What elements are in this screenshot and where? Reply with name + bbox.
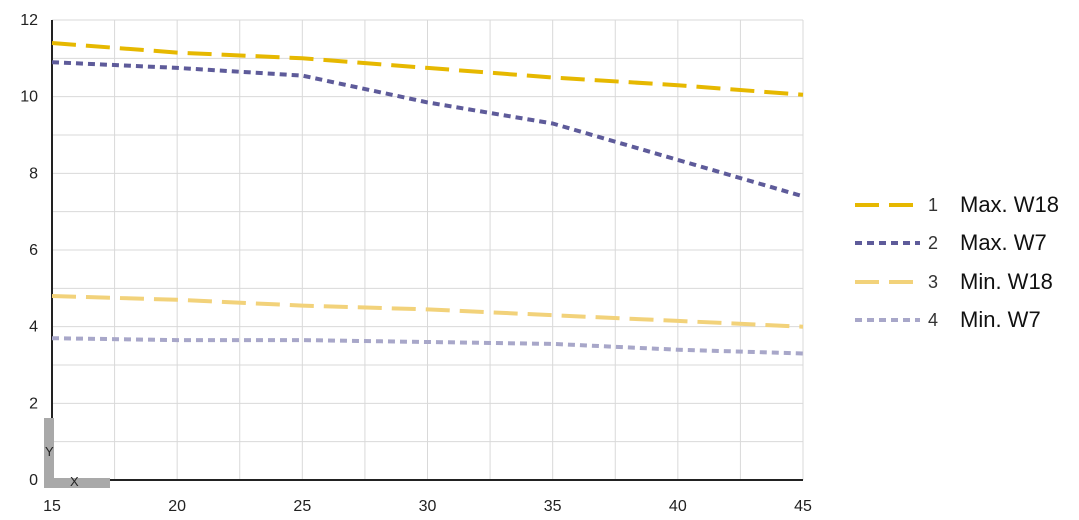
series-line-4: [51, 336, 804, 356]
x-tick-label: 40: [669, 498, 687, 515]
x-tick-label: 30: [419, 498, 437, 515]
y-tick-label: 8: [29, 165, 38, 182]
series-line-1: [51, 41, 804, 97]
legend-key-3: 3: [928, 272, 938, 292]
series-line-2: [51, 60, 804, 199]
series-line-3: [51, 294, 804, 329]
x-tick-label: 35: [544, 498, 562, 515]
y-tick-label: 0: [29, 472, 38, 489]
axis-orientation-icon: YX: [44, 418, 110, 489]
grid: [51, 19, 804, 481]
legend-label-1: Max. W18: [960, 192, 1059, 217]
x-tick-label: 25: [293, 498, 311, 515]
y-tick-label: 10: [20, 89, 38, 106]
tick-labels: 15 20 25 30 35 40 45 0 2 4 6 8 10 12: [20, 12, 812, 515]
x-tick-label: 45: [794, 498, 812, 515]
legend-key-4: 4: [928, 310, 938, 330]
axis-icon-x-letter: X: [70, 474, 79, 489]
legend-label-2: Max. W7: [960, 230, 1047, 255]
y-tick-label: 12: [20, 12, 38, 29]
y-tick-label: 6: [29, 242, 38, 259]
legend-key-1: 1: [928, 195, 938, 215]
axes: [51, 20, 803, 481]
legend-key-2: 2: [928, 233, 938, 253]
legend-label-3: Min. W18: [960, 269, 1053, 294]
legend-label-4: Min. W7: [960, 307, 1041, 332]
axis-icon-y-letter: Y: [45, 444, 54, 459]
axis-orientation-shape: [44, 418, 110, 488]
series-lines: [51, 41, 804, 356]
x-tick-label: 15: [43, 498, 61, 515]
legend: 1 Max. W18 2 Max. W7 3 Min. W18 4 Min. W7: [855, 192, 1059, 332]
y-tick-label: 2: [29, 395, 38, 412]
y-tick-label: 4: [29, 319, 38, 336]
x-tick-label: 20: [168, 498, 186, 515]
